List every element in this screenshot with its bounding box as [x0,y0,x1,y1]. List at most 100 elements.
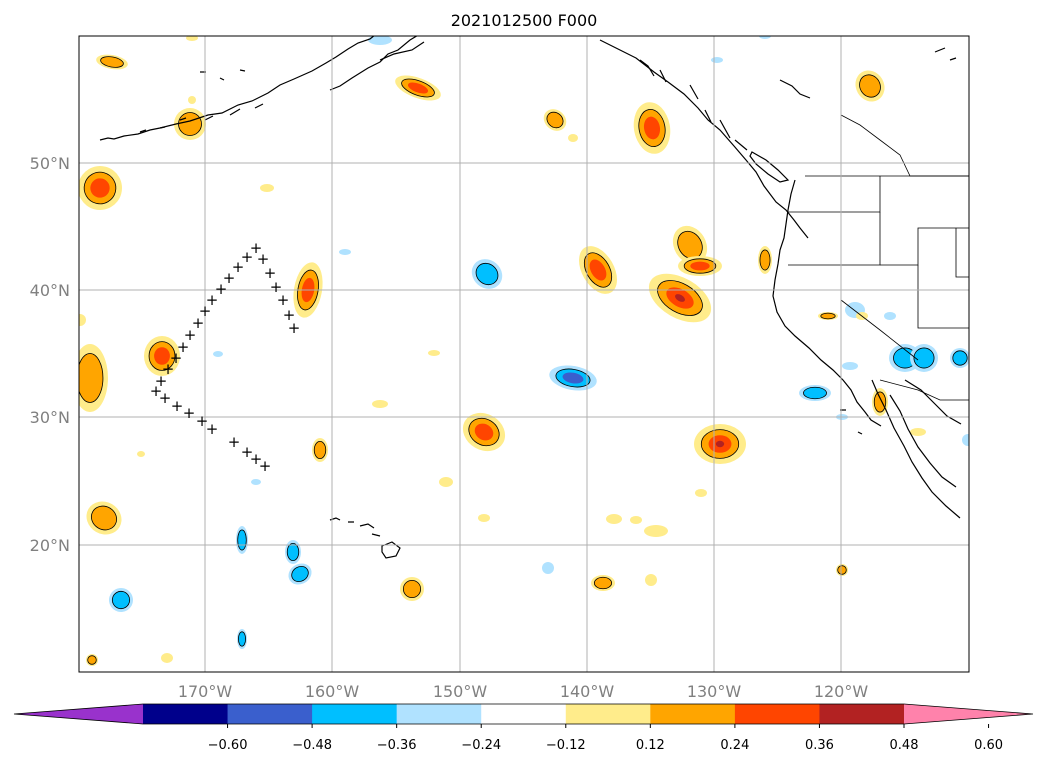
negative-anomaly-contour [950,348,969,368]
positive-anomaly-contour [855,70,885,102]
contour-level [339,249,351,255]
track-marker: + [170,349,183,367]
positive-anomaly-contour [372,400,388,408]
contour-level [87,655,97,665]
positive-anomaly-contour [836,564,848,576]
negative-anomaly-contour [759,36,771,39]
positive-anomaly-contour [633,102,671,154]
positive-anomaly-contour [188,96,196,104]
lon-label: 130°W [687,682,742,701]
track-marker: + [206,291,219,309]
lon-labels: 170°W 160°W 150°W 140°W 130°W 120°W [178,682,869,701]
contour-level [695,489,707,497]
colorbar-segment [396,704,482,724]
contour-level [251,479,261,485]
colorbar-tick-label: 0.48 [890,738,919,753]
positive-anomaly-contour [96,54,128,70]
positive-anomaly-contour [137,451,145,457]
contour-level [859,74,881,98]
lon-label: 160°W [305,682,360,701]
track-marker: + [184,326,197,344]
track-marker: + [250,239,263,257]
contour-level [803,386,827,400]
colorbar-segment [143,704,229,724]
contour-level [137,451,145,457]
negative-anomaly-contour [285,540,301,564]
contour-level [873,391,887,413]
track-marker: + [199,302,212,320]
negative-anomaly-contour [288,563,312,585]
positive-anomaly-contour [818,312,838,320]
contour-level [711,57,723,63]
positive-anomaly-contour [428,350,440,356]
colorbar-extend-max [904,704,1033,724]
contour-level [962,434,969,446]
colorbar-segment [481,704,567,724]
track-marker: + [264,264,277,282]
colorbar-segment [227,704,313,724]
positive-anomaly-contour [144,336,180,376]
track-markers: +++++++++++++++ + + ++++++++++++ [150,239,301,475]
contour-level [645,574,657,586]
contour-level [79,353,104,403]
colorbar-extend-min [14,704,143,724]
track-marker: + [159,389,172,407]
negative-anomaly-contour [549,365,597,391]
track-marker: + [192,314,205,332]
track-marker: + [277,291,290,309]
negative-anomaly-contour [542,562,554,574]
positive-anomaly-contour [678,256,722,276]
negative-anomaly-contour [842,362,858,370]
contour-level [884,312,896,320]
contour-level [910,428,926,436]
positive-anomaly-contour [79,166,122,210]
track-marker: + [232,258,245,276]
colorbar-segment [819,704,905,724]
colorbar-segment [734,704,820,724]
track-marker: + [155,372,168,390]
colorbar-tick-label: 0.60 [974,738,1003,753]
lat-labels: 50°N 40°N 30°N 20°N [30,154,70,555]
negative-anomaly-contour [962,434,969,446]
positive-anomaly-contour [86,501,122,535]
positive-anomaly-contour [695,489,707,497]
negative-anomaly-contour [368,36,392,45]
colorbar-segment [312,704,398,724]
track-marker: + [215,280,228,298]
positive-anomaly-contour [312,438,328,462]
coastlines [99,36,962,559]
positive-anomaly-contour [543,109,567,131]
lat-label: 20°N [30,536,70,555]
contour-level [100,56,124,68]
positive-anomaly-contour [591,575,615,591]
lon-label: 140°W [560,682,615,701]
negative-anomaly-contour [711,57,723,63]
contour-level [428,350,440,356]
contour-field [79,36,969,666]
contour-level [715,440,725,448]
track-marker: + [177,338,190,356]
positive-anomaly-contour [86,654,98,666]
negative-anomaly-contour [213,351,223,357]
positive-anomaly-contour [694,424,746,464]
positive-anomaly-contour [161,653,173,663]
lat-label: 30°N [30,408,70,427]
negative-anomaly-contour [799,385,831,401]
track-marker: + [259,457,272,475]
contour-level [542,562,554,574]
track-marker: + [162,360,175,378]
positive-anomaly-contour [478,514,490,522]
contour-level [842,362,858,370]
contour-level [690,261,710,271]
colorbar-tick-label: −0.12 [546,738,586,753]
track-marker: + [257,250,270,268]
contour-level [439,477,453,487]
contour-level [186,36,198,41]
positive-anomaly-contour [400,577,424,601]
positive-anomaly-contour [910,428,926,436]
track-marker: + [223,269,236,287]
positive-anomaly-contour [186,36,198,41]
lat-label: 40°N [30,281,70,300]
contour-level [820,312,836,320]
